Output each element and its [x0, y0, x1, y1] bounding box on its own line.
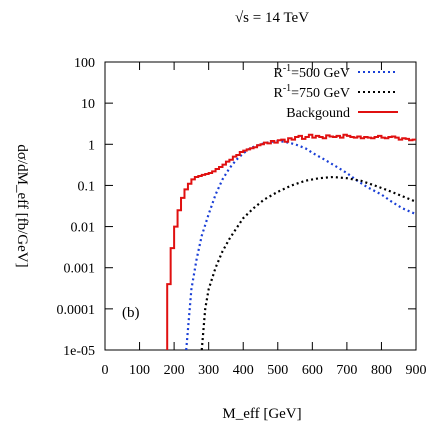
series-layer: [166, 133, 416, 350]
x-tick-label: 0: [102, 363, 109, 378]
y-tick-label: 0.001: [64, 262, 96, 277]
x-axis-label: M_eff [GeV]: [222, 406, 301, 422]
series-line-1: [200, 175, 416, 350]
x-tick-label: 700: [336, 363, 357, 378]
chart-title: √s = 14 TeV: [235, 10, 309, 26]
axis-ticks: [104, 61, 417, 351]
x-tick-label: 600: [302, 363, 323, 378]
plot-frame: [104, 61, 417, 351]
y-tick-label: 1: [88, 138, 95, 153]
legend: R-1=500 GeV R-1=750 GeV Backgound: [273, 63, 398, 121]
y-tick-labels: 1e-05 0.0001 0.001 0.01 0.1 1 10 100: [57, 56, 96, 359]
x-tick-label: 300: [198, 363, 219, 378]
series-background-line: [166, 133, 416, 350]
y-tick-label: 0.1: [78, 179, 96, 194]
x-tick-label: 800: [371, 363, 392, 378]
x-tick-label: 100: [129, 363, 150, 378]
y-tick-label: 100: [74, 56, 95, 71]
x-tick-labels: 0 100 200 300 400 500 600 700 800 900: [102, 363, 427, 378]
y-axis-label: dσ/dM_eff [fb/GeV]: [14, 144, 30, 267]
legend-label-1: R-1=750 GeV: [273, 83, 350, 101]
legend-label-0: R-1=500 GeV: [273, 63, 350, 81]
x-tick-label: 900: [406, 363, 427, 378]
y-tick-label: 0.0001: [57, 303, 96, 318]
legend-label-2: Backgound: [286, 106, 350, 121]
x-tick-label: 500: [267, 363, 288, 378]
x-tick-label: 400: [233, 363, 254, 378]
y-tick-label: 0.01: [71, 221, 96, 236]
y-tick-label: 10: [81, 97, 95, 112]
series-line-0: [185, 139, 416, 350]
x-tick-label: 200: [164, 363, 185, 378]
panel-label: (b): [122, 305, 140, 321]
y-tick-label: 1e-05: [63, 344, 95, 359]
